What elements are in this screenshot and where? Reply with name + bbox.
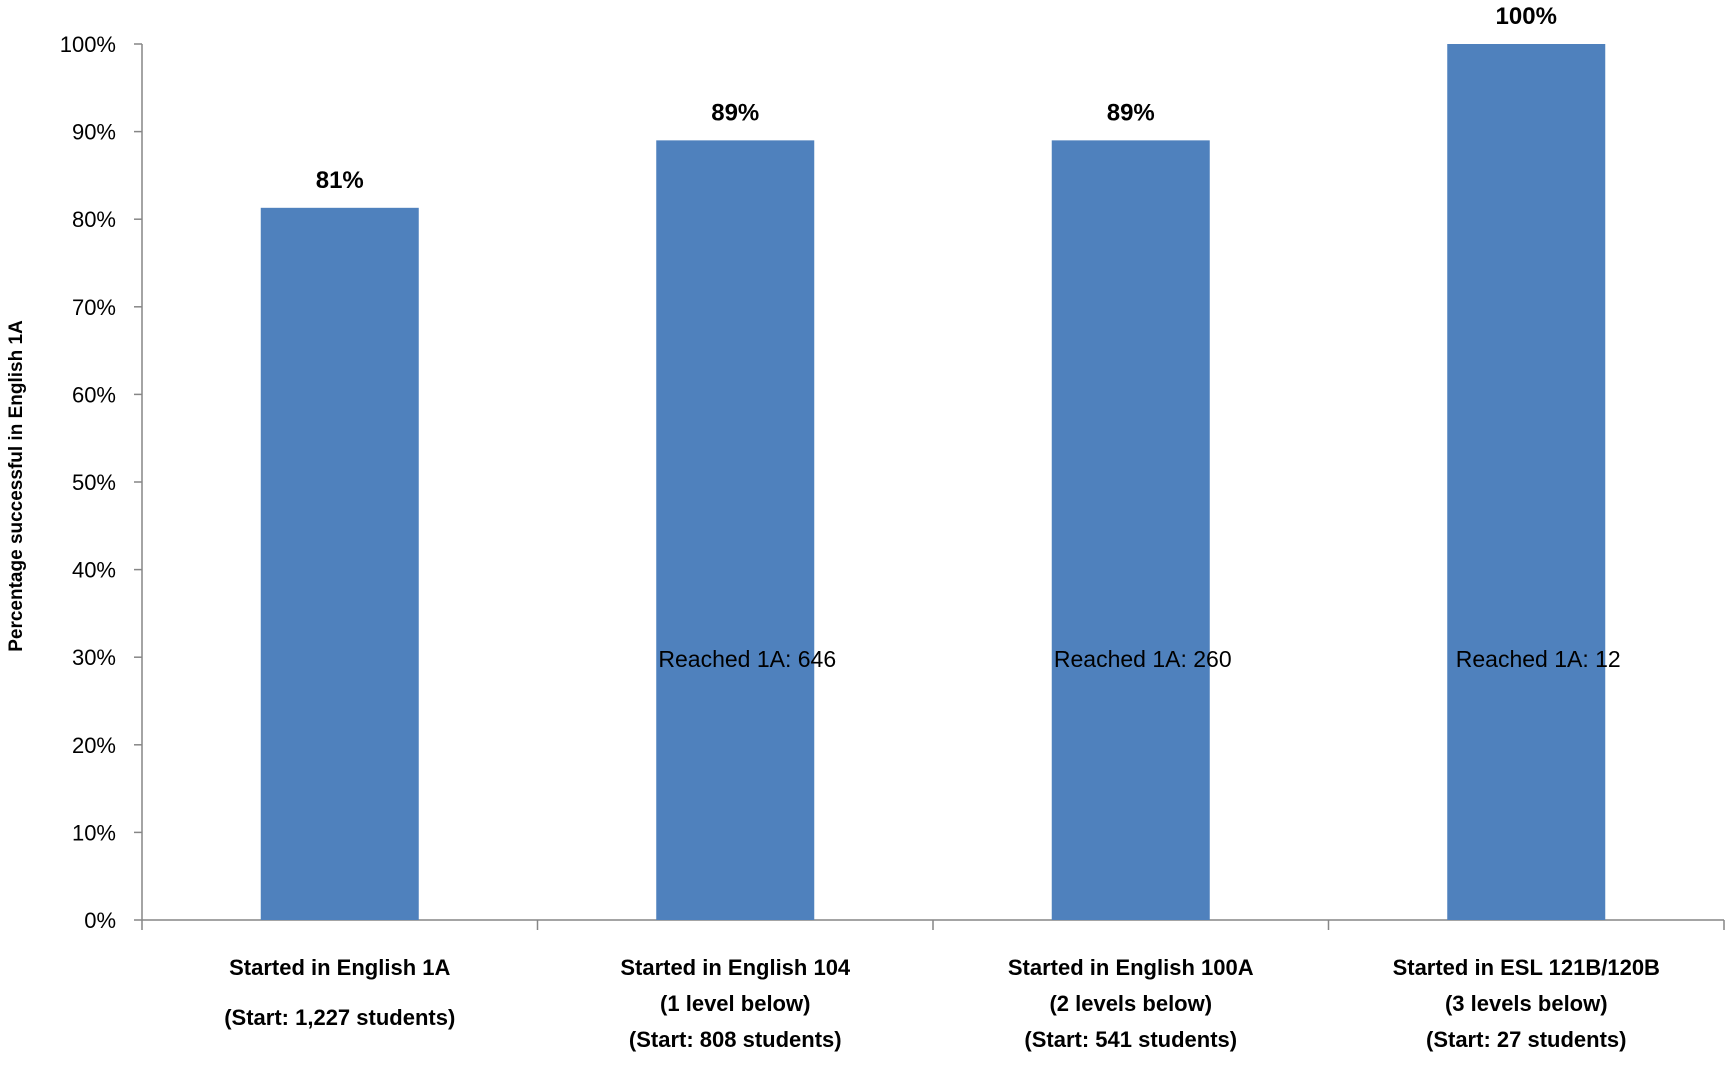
data-label: 81% bbox=[316, 167, 364, 194]
y-tick-label: 30% bbox=[72, 645, 116, 670]
y-tick-label: 20% bbox=[72, 733, 116, 758]
reached-annotation: Reached 1A: 646 bbox=[658, 646, 836, 672]
reached-annotation: Reached 1A: 260 bbox=[1054, 646, 1232, 672]
bar bbox=[1051, 140, 1210, 921]
y-tick-label: 40% bbox=[72, 558, 116, 583]
category-label: (Start: 27 students) bbox=[1426, 1027, 1626, 1052]
bar bbox=[656, 140, 815, 921]
y-tick-label: 100% bbox=[60, 32, 116, 57]
y-tick-label: 80% bbox=[72, 207, 116, 232]
bar bbox=[1447, 44, 1606, 920]
category-labels: Started in English 1A (Start: 1,227 stude… bbox=[224, 955, 1660, 1052]
y-tick-label: 70% bbox=[72, 295, 116, 320]
reached-annotation: Reached 1A: 12 bbox=[1456, 646, 1621, 672]
category-label: Started in English 104 bbox=[620, 955, 851, 980]
y-tick-labels: 0% 10% 20% 30% 40% 50% 60% 70% 80% 90% 100% bbox=[60, 32, 116, 933]
data-label: 89% bbox=[711, 99, 759, 126]
y-tick-label: 10% bbox=[72, 820, 116, 845]
y-tick-label: 60% bbox=[72, 382, 116, 407]
y-axis-title-group: Percentage successful in English 1A bbox=[6, 320, 27, 652]
category-label: (2 levels below) bbox=[1049, 991, 1212, 1016]
y-tick-label: 90% bbox=[72, 120, 116, 145]
y-axis-title: Percentage successful in English 1A bbox=[6, 320, 27, 652]
category-label: Started in ESL 121B/120B bbox=[1393, 955, 1660, 980]
category-label: (Start: 808 students) bbox=[629, 1027, 842, 1052]
bar-annotations: Reached 1A: 646 Reached 1A: 260 Reached 1A… bbox=[658, 646, 1620, 672]
y-tick-label: 50% bbox=[72, 470, 116, 495]
data-labels: 81% 89% 89% 100% bbox=[316, 3, 1557, 194]
category-label: (1 level below) bbox=[660, 991, 810, 1016]
category-label: (Start: 541 students) bbox=[1024, 1027, 1237, 1052]
category-label: (3 levels below) bbox=[1445, 991, 1608, 1016]
y-tick-label: 0% bbox=[84, 908, 116, 933]
data-label: 100% bbox=[1496, 3, 1557, 30]
category-label: Started in English 100A bbox=[1008, 955, 1254, 980]
bar bbox=[260, 207, 419, 920]
category-label: Started in English 1A bbox=[229, 955, 450, 980]
data-label: 89% bbox=[1107, 99, 1155, 126]
category-label: (Start: 1,227 students) bbox=[224, 1005, 455, 1030]
bars bbox=[260, 44, 1606, 921]
